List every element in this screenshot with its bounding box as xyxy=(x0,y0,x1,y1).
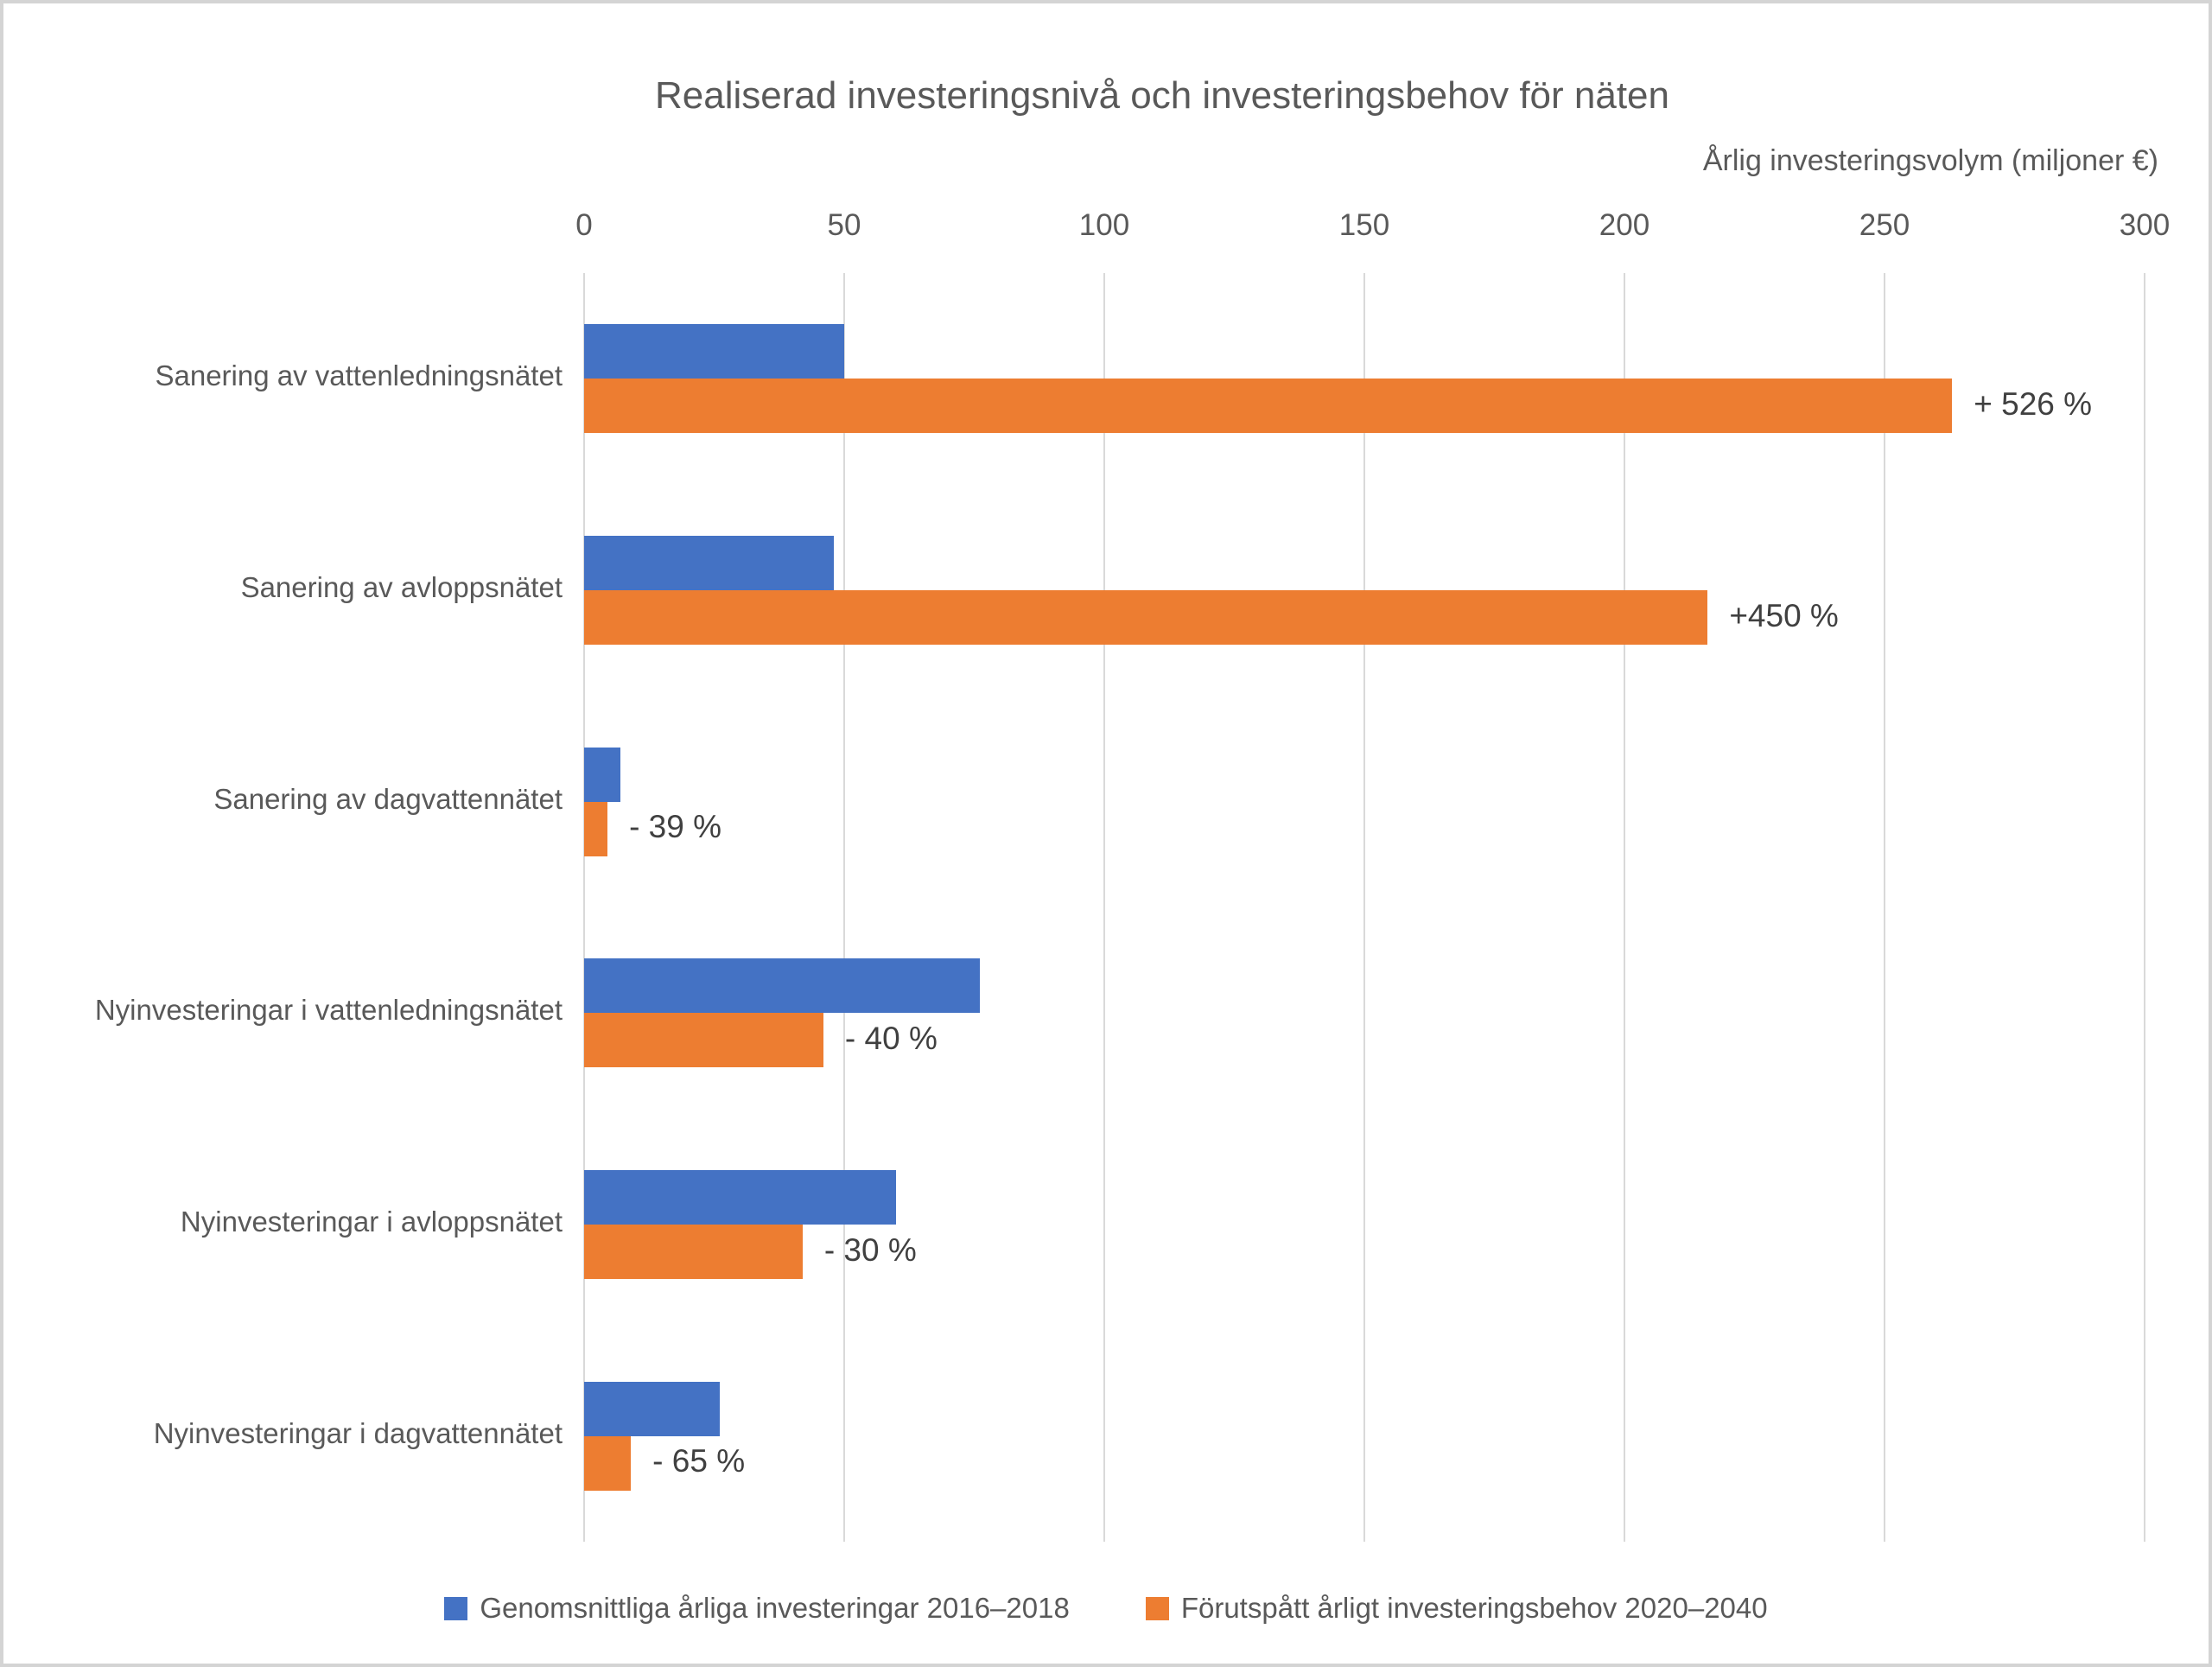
gridline-200 xyxy=(1624,273,1625,1542)
legend-label-realized-2016-2018: Genomsnittliga årliga investeringar 2016… xyxy=(480,1592,1070,1624)
data-label-row3: - 39 % xyxy=(629,809,722,845)
bar-forecast-2020-2040-row4 xyxy=(584,1013,823,1068)
bar-forecast-2020-2040-row1 xyxy=(584,379,1953,434)
x-tick-label-100: 100 xyxy=(1078,208,1130,242)
bar-realized-2016-2018-row2 xyxy=(584,536,834,590)
category-label-2: Sanering av avloppsnätet xyxy=(240,571,563,603)
category-label-6: Nyinvesteringar i dagvattennätet xyxy=(153,1416,563,1449)
bar-forecast-2020-2040-row5 xyxy=(584,1225,803,1279)
x-tick-label-150: 150 xyxy=(1338,208,1390,242)
category-label-1: Sanering av vattenledningsnätet xyxy=(155,359,563,392)
legend-item-realized-2016-2018: Genomsnittliga årliga investeringar 2016… xyxy=(444,1592,1070,1625)
gridline-300 xyxy=(2144,273,2145,1542)
data-label-row1: + 526 % xyxy=(1974,385,2093,422)
gridline-100 xyxy=(1103,273,1105,1542)
category-label-3: Sanering av dagvattennätet xyxy=(213,782,563,815)
x-axis-title: Årlig investeringsvolym (miljoner €) xyxy=(1702,144,2158,177)
x-tick-label-300: 300 xyxy=(2119,208,2171,242)
bar-realized-2016-2018-row4 xyxy=(584,958,980,1014)
bar-forecast-2020-2040-row6 xyxy=(584,1435,632,1491)
data-label-row4: - 40 % xyxy=(844,1020,938,1056)
bar-realized-2016-2018-row6 xyxy=(584,1381,720,1436)
data-label-row5: - 30 % xyxy=(823,1231,917,1268)
legend-swatch-forecast-2020-2040 xyxy=(1145,1596,1169,1620)
gridline-50 xyxy=(843,273,845,1542)
x-tick-label-200: 200 xyxy=(1599,208,1650,242)
bar-realized-2016-2018-row5 xyxy=(584,1170,897,1225)
chart-title: Realiserad investeringsnivå och invester… xyxy=(654,74,1669,117)
legend-label-forecast-2020-2040: Förutspått årligt investeringsbehov 2020… xyxy=(1180,1592,1768,1624)
gridline-0 xyxy=(583,273,585,1542)
gridline-150 xyxy=(1363,273,1365,1542)
legend-item-forecast-2020-2040: Förutspått årligt investeringsbehov 2020… xyxy=(1145,1592,1768,1625)
category-label-4: Nyinvesteringar i vattenledningsnätet xyxy=(94,994,563,1027)
bar-forecast-2020-2040-row3 xyxy=(584,801,608,856)
category-label-5: Nyinvesteringar i avloppsnätet xyxy=(180,1206,563,1238)
bar-realized-2016-2018-row3 xyxy=(584,747,621,802)
data-label-row2: +450 % xyxy=(1729,597,1839,633)
x-tick-label-0: 0 xyxy=(575,208,593,242)
bar-forecast-2020-2040-row2 xyxy=(584,590,1708,645)
legend: Genomsnittliga årliga investeringar 2016… xyxy=(3,1592,2209,1625)
x-tick-label-250: 250 xyxy=(1859,208,1910,242)
data-label-row6: - 65 % xyxy=(652,1443,746,1479)
x-tick-label-50: 50 xyxy=(827,208,861,242)
bar-realized-2016-2018-row1 xyxy=(584,324,844,379)
gridline-250 xyxy=(1884,273,1885,1542)
legend-swatch-realized-2016-2018 xyxy=(444,1596,468,1620)
